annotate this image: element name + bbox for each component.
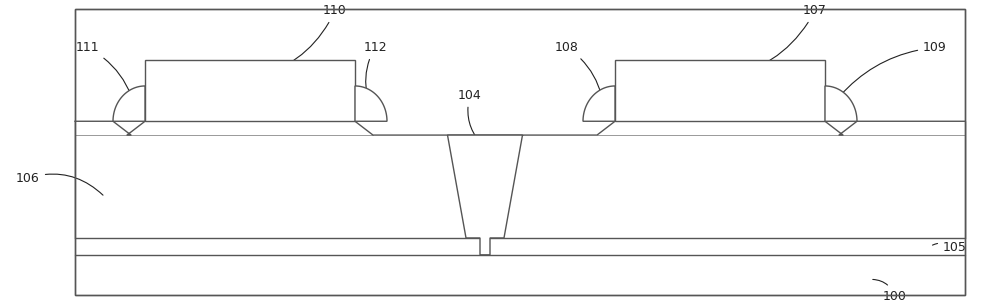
Text: 112: 112	[363, 41, 387, 95]
Text: 106: 106	[16, 172, 103, 195]
Polygon shape	[113, 86, 145, 121]
Text: 104: 104	[458, 89, 483, 146]
Polygon shape	[448, 135, 522, 255]
Text: 100: 100	[873, 279, 907, 303]
Polygon shape	[75, 121, 965, 238]
Bar	[75, 9, 965, 295]
Text: 111: 111	[75, 41, 131, 96]
Polygon shape	[355, 86, 387, 121]
Text: 107: 107	[723, 4, 827, 78]
Bar	[75, 9, 965, 295]
Bar	[145, 60, 355, 121]
Polygon shape	[583, 86, 615, 121]
Text: 108: 108	[555, 41, 602, 95]
Bar	[615, 60, 825, 121]
Text: 110: 110	[253, 4, 347, 78]
Text: 105: 105	[932, 241, 967, 254]
Polygon shape	[825, 86, 857, 121]
Text: 109: 109	[840, 41, 947, 96]
